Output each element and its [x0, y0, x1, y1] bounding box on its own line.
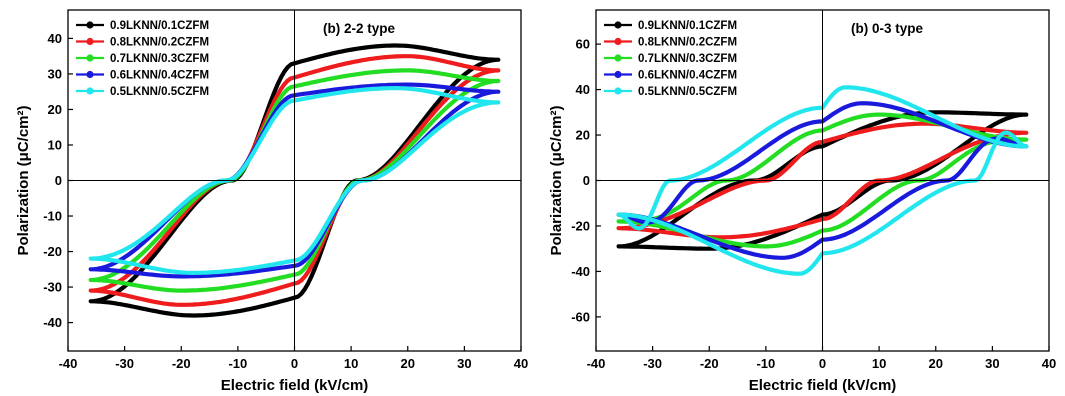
legend-entry-label: 0.6LKNN/0.4CZFM	[110, 70, 209, 82]
y-tick-label: 30	[48, 66, 62, 81]
y-tick-label: -60	[571, 309, 590, 324]
legend-entry-label: 0.6LKNN/0.4CZFM	[638, 70, 737, 82]
x-tick-label: -40	[59, 356, 78, 371]
x-tick-label: -40	[587, 356, 606, 371]
legend-swatch-marker	[614, 87, 622, 95]
legend-swatch-marker	[614, 70, 622, 79]
y-tick-label: -20	[571, 218, 590, 233]
legend-entry-label: 0.5LKNN/0.5CZFM	[110, 86, 209, 98]
x-tick-label: -10	[756, 356, 775, 371]
x-tick-label: -20	[172, 356, 191, 371]
legend-entry-label: 0.7LKNN/0.3CZFM	[110, 53, 209, 65]
y-tick-label: 40	[48, 31, 62, 46]
y-tick-label: -40	[571, 264, 590, 279]
legend-swatch-marker	[86, 37, 94, 46]
legend-swatch-marker	[86, 87, 94, 95]
legend-swatch-marker	[614, 37, 622, 46]
legend-swatch-marker	[614, 21, 622, 29]
y-tick-label: 60	[576, 37, 590, 52]
x-tick-label: 40	[514, 356, 528, 371]
x-tick-label: 30	[457, 356, 471, 371]
panel-title: (b) 0-3 type	[851, 21, 924, 36]
legend-swatch-marker	[86, 54, 94, 62]
x-tick-label: 0	[291, 356, 298, 371]
x-tick-label: -20	[700, 356, 719, 371]
x-tick-label: 10	[872, 356, 886, 371]
y-tick-label: 20	[576, 128, 590, 143]
chart-panel-2-2-type: -40 -30 -20 -10 0 10 20 30 40 -40 -30 -20 -10 0 10 20 30…	[15, 9, 528, 394]
legend-entry-label: 0.8LKNN/0.2CZFM	[638, 37, 737, 49]
legend-entry-label: 0.9LKNN/0.1CZFM	[110, 20, 209, 32]
x-axis-label: Electric field (kV/cm)	[749, 377, 897, 394]
legend-swatch-marker	[86, 21, 94, 29]
series-loop	[616, 121, 1029, 240]
legend-entry-label: 0.8LKNN/0.2CZFM	[110, 37, 209, 49]
y-tick-label: 10	[48, 137, 62, 152]
legend-swatch-marker	[86, 70, 94, 79]
x-tick-label: 10	[344, 356, 358, 371]
x-tick-label: 20	[401, 356, 415, 371]
y-tick-label: -30	[43, 280, 62, 295]
legend: 0.9LKNN/0.1CZFM 0.8LKNN/0.2CZFM 0.7LKNN/0.…	[76, 20, 209, 98]
series-loop	[616, 85, 1029, 276]
legend: 0.9LKNN/0.1CZFM 0.8LKNN/0.2CZFM 0.7LKNN/0.…	[604, 20, 737, 98]
y-tick-label: 0	[583, 173, 590, 188]
y-axis-label: Polarization (μC/cm²)	[548, 105, 565, 255]
x-axis-label: Electric field (kV/cm)	[221, 377, 369, 394]
x-tick-label: 30	[985, 356, 999, 371]
y-tick-label: 0	[55, 173, 62, 188]
x-tick-label: -10	[228, 356, 247, 371]
x-tick-label: 20	[929, 356, 943, 371]
y-axis-label: Polarization (μC/cm²)	[15, 105, 32, 255]
chart-panel-0-3-type: -40 -30 -20 -10 0 10 20 30 40 -60 -40 -20 0 20 40 60 Ele…	[548, 9, 1056, 394]
x-tick-label: 0	[819, 356, 826, 371]
legend-entry-label: 0.7LKNN/0.3CZFM	[638, 53, 737, 65]
legend-entry-label: 0.9LKNN/0.1CZFM	[638, 20, 737, 32]
panel-title: (b) 2-2 type	[323, 21, 396, 36]
y-tick-label: 40	[576, 82, 590, 97]
series-loop	[616, 112, 1029, 249]
y-tick-label: 20	[48, 102, 62, 117]
y-tick-label: -20	[43, 244, 62, 259]
x-tick-label: -30	[115, 356, 134, 371]
x-tick-label: -30	[643, 356, 662, 371]
x-tick-label: 40	[1042, 356, 1056, 371]
y-tick-label: -40	[43, 315, 62, 330]
y-tick-label: -10	[43, 209, 62, 224]
legend-entry-label: 0.5LKNN/0.5CZFM	[638, 86, 737, 98]
legend-swatch-marker	[614, 54, 622, 62]
